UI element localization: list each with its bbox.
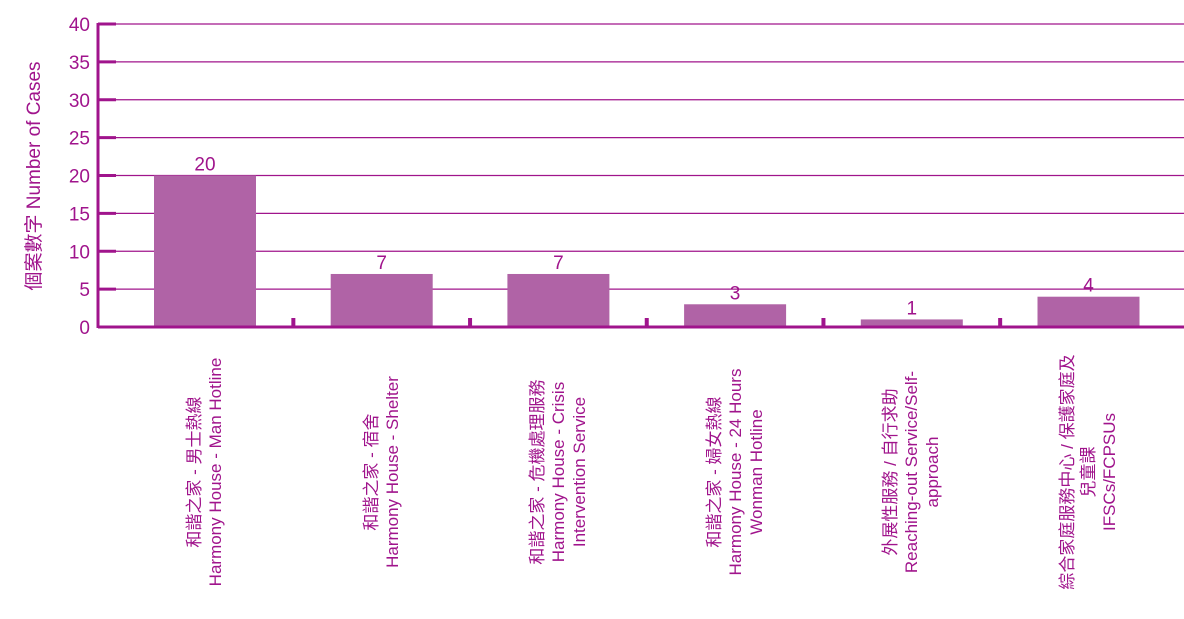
y-tick-label: 40	[69, 15, 90, 36]
data-label: 7	[553, 253, 564, 274]
y-tick-mark	[98, 287, 116, 291]
bars	[154, 175, 1140, 327]
data-label: 7	[376, 253, 387, 274]
y-tick-mark	[98, 22, 116, 26]
y-tick-label: 30	[69, 91, 90, 112]
x-tick-label: 外展性服務 / 自行求助 Reaching-out Service/Self- …	[881, 370, 943, 574]
y-axis-title: 個案數字 Number of Cases	[23, 61, 45, 290]
x-tick-label: 綜合家庭服務中心 / 保護家庭及 兒童課 IFSCs/FCPSUs	[1058, 354, 1119, 590]
y-tick-label: 5	[79, 280, 90, 301]
x-tick-mark	[644, 318, 649, 327]
x-tick-mark	[468, 318, 473, 327]
grid-lines	[98, 23, 1184, 290]
bar	[860, 319, 963, 327]
bar	[684, 304, 787, 327]
data-label: 4	[1083, 276, 1094, 297]
bar	[1037, 296, 1140, 327]
y-tick-mark	[98, 211, 116, 215]
y-tick-label: 10	[69, 242, 90, 263]
x-tick-label: 和諧之家 - 男士熱線 Harmony House - Man Hotline	[185, 357, 225, 587]
x-tick-label: 和諧之家 - 宿舍 Harmony House - Shelter	[361, 376, 402, 568]
y-tick-label: 20	[69, 167, 90, 188]
x-tick-mark	[291, 318, 296, 327]
y-tick-label: 35	[69, 53, 90, 74]
y-tick-label: 15	[69, 204, 90, 225]
bar	[330, 273, 433, 327]
y-tick-label: 25	[69, 129, 90, 150]
data-label: 1	[907, 298, 918, 319]
y-tick-mark	[98, 136, 116, 140]
x-tick-label: 和諧之家 - 危機處理服務 Harmony House - Crisis Int…	[527, 379, 589, 565]
data-labels: 20 7 7 3 1 4	[194, 155, 1094, 320]
data-label: 3	[730, 283, 741, 304]
x-tick-mark	[998, 318, 1003, 327]
y-tick-mark	[98, 60, 116, 64]
bar	[154, 175, 256, 327]
data-label: 20	[194, 155, 215, 176]
y-tick-mark	[98, 174, 116, 177]
x-tick-label: 和諧之家 - 婦女熱線 Harmony House - 24 Hours Won…	[704, 368, 766, 576]
y-tick-labels: 0 5 10 15 20 25 30 35 40	[69, 15, 90, 339]
y-tick-mark	[98, 249, 116, 253]
bar	[507, 273, 610, 327]
y-tick-mark	[98, 98, 116, 102]
y-tick-label: 0	[79, 318, 90, 339]
axes	[96, 22, 1184, 329]
x-tick-mark	[821, 318, 826, 327]
